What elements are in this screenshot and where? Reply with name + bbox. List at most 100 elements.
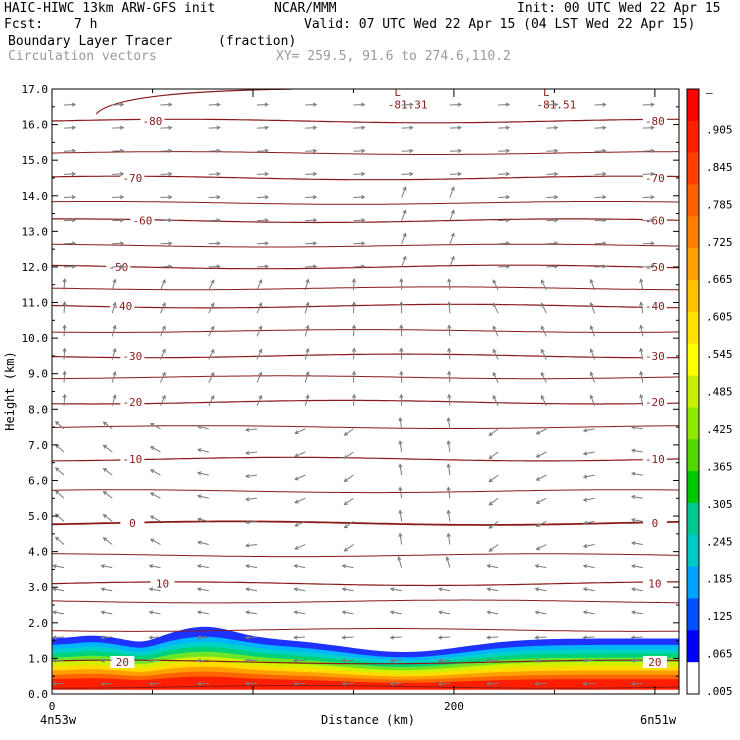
vector-arrow	[489, 497, 499, 506]
vector-arrowhead	[258, 394, 263, 400]
vector-arrow	[342, 588, 354, 592]
vector-arrow	[305, 265, 317, 268]
vector-arrow	[448, 371, 451, 383]
contour-line	[52, 151, 679, 155]
vector-arrow	[438, 682, 450, 685]
vector-arrowhead	[602, 241, 607, 246]
y-tick-label: 10.0	[22, 332, 49, 345]
vector-arrowhead	[258, 348, 263, 353]
vector-arrowhead	[505, 264, 511, 269]
vector-arrowhead	[351, 370, 357, 376]
y-tick-label: 0.0	[28, 688, 48, 701]
init-time: Init: 00 UTC Wed 22 Apr 15	[517, 1, 721, 16]
vector-arrow	[256, 103, 268, 106]
vector-arrow	[498, 196, 510, 199]
vector-arrow	[492, 326, 499, 337]
vector-arrow	[294, 474, 306, 481]
vector-arrowhead	[62, 370, 67, 376]
vector-arrow	[197, 611, 209, 615]
vector-arrowhead	[402, 186, 407, 191]
vector-arrowhead	[398, 509, 403, 514]
vector-arrow	[101, 682, 113, 685]
vector-arrow	[390, 659, 402, 662]
vector-arrow	[492, 279, 499, 291]
vector-arrowhead	[341, 635, 346, 640]
vector-arrowhead	[447, 370, 452, 376]
vector-arrowhead	[100, 564, 105, 569]
x-axis: 0 200	[49, 89, 656, 713]
vector-arrow	[447, 441, 451, 453]
vector-arrowhead	[553, 218, 559, 223]
vector-arrowhead	[505, 102, 511, 107]
vector-arrowhead	[399, 370, 404, 375]
colorbar-swatch	[687, 343, 699, 377]
vector-arrow	[594, 265, 606, 268]
vector-arrow	[197, 682, 209, 685]
vector-arrow	[401, 173, 413, 175]
isotherm-label-mask	[642, 655, 667, 668]
vector-arrowhead	[582, 543, 588, 549]
vector-arrow	[487, 659, 499, 662]
vector-arrow	[160, 127, 172, 129]
vector-arrowhead	[216, 148, 221, 153]
vector-arrow	[594, 196, 606, 199]
vector-arrow	[546, 219, 558, 222]
vector-arrow	[498, 103, 510, 106]
vector-arrow	[149, 659, 161, 662]
vector-arrow	[447, 533, 451, 545]
vector-arrow	[111, 371, 116, 383]
vector-arrow	[53, 636, 65, 639]
vector-arrow	[353, 265, 365, 268]
vector-arrow	[256, 265, 268, 268]
vector-arrowhead	[168, 264, 173, 269]
vector-arrowhead	[216, 171, 221, 177]
isotherm-line	[52, 399, 679, 405]
vector-arrowhead	[534, 564, 540, 569]
colorbar-swatch	[687, 375, 699, 408]
vector-arrowhead	[293, 658, 298, 663]
vector-arrow	[53, 659, 65, 662]
vector-arrow	[594, 219, 606, 222]
vector-arrow	[55, 421, 65, 430]
vector-arrowhead	[100, 610, 105, 615]
vector-arrow	[449, 150, 461, 152]
vector-arrow	[111, 302, 116, 314]
vector-arrowhead	[343, 501, 348, 506]
vector-arrow	[594, 103, 606, 106]
vector-arrow	[631, 636, 643, 639]
vector-arrow	[498, 265, 510, 268]
vector-arrowhead	[582, 497, 588, 502]
vector-arrowhead	[305, 301, 310, 307]
vector-arrowhead	[210, 394, 215, 400]
vector-arrow	[160, 150, 172, 152]
colorbar-label: .665	[706, 273, 733, 286]
vector-arrowhead	[343, 431, 348, 436]
vector-arrow	[245, 451, 258, 454]
vector-arrow	[546, 173, 558, 175]
vector-arrow	[642, 127, 654, 129]
vector-arrowhead	[161, 302, 166, 307]
vector-arrow	[112, 219, 124, 222]
isotherm-label: -60	[645, 215, 665, 228]
vector-arrowhead	[399, 324, 404, 329]
vector-arrowhead	[305, 278, 310, 284]
vector-arrow	[150, 492, 161, 499]
vector-arrow	[208, 303, 215, 314]
vector-arrow	[498, 219, 510, 222]
vector-arrowhead	[602, 218, 607, 223]
vector-arrowhead	[119, 148, 125, 153]
vector-arrowhead	[197, 540, 202, 545]
vector-arrowhead	[168, 195, 173, 200]
vector-arrowhead	[112, 371, 117, 376]
vector-arrowhead	[399, 278, 404, 283]
vector-arrowhead	[397, 556, 402, 561]
vector-arrowhead	[244, 658, 250, 663]
vector-arrowhead	[100, 658, 105, 663]
vector-arrowhead	[540, 371, 545, 377]
vector-arrow	[55, 444, 65, 453]
vector-arrow	[150, 538, 161, 545]
vector-arrow	[535, 636, 547, 639]
vector-arrow	[256, 372, 262, 383]
vector-arrowhead	[148, 587, 154, 592]
vector-arrowhead	[446, 532, 451, 538]
